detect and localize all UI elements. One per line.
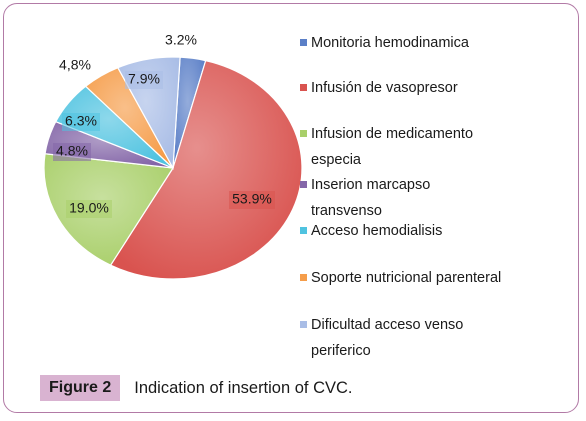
legend-swatch [300, 274, 307, 281]
chart-legend: Monitoria hemodinamica Infusión de vasop… [300, 32, 570, 367]
legend-item-marcapso: Inserion marcapso transvenso [300, 174, 430, 222]
slice-data-label: 4.8% [56, 143, 88, 159]
slice-data-label: 19.0% [69, 200, 109, 216]
legend-label: Infusión de vasopresor [311, 80, 458, 96]
legend-label: Inserion marcapso [311, 177, 431, 193]
legend-label-line2: especia [311, 152, 361, 168]
slice-data-label: 6.3% [65, 113, 97, 129]
legend-swatch [300, 130, 307, 137]
legend-item-vasopresor: Infusión de vasopresor [300, 77, 458, 99]
legend-label-line2: periferico [311, 343, 371, 359]
slice-data-label: 4,8% [59, 57, 91, 73]
legend-label: Soporte nutricional parenteral [311, 270, 502, 286]
legend-item-monitoria: Monitoria hemodinamica [300, 32, 469, 54]
legend-swatch [300, 181, 307, 188]
slice-data-label: 53.9% [232, 191, 272, 207]
legend-swatch [300, 321, 307, 328]
legend-swatch [300, 227, 307, 234]
slice-data-label: 3.2% [165, 32, 197, 48]
slice-data-label: 7.9% [128, 71, 160, 87]
legend-label: Dificultad acceso venso [311, 317, 464, 333]
legend-item-venso: Dificultad acceso venso periferico [300, 314, 463, 362]
slice-label-box [62, 113, 100, 131]
legend-label: Infusion de medicamento [311, 126, 474, 142]
pie-slice [109, 59, 303, 280]
slice-label-box [125, 71, 163, 89]
slice-label-box [66, 200, 112, 218]
legend-label: Monitoria hemodinamica [311, 35, 469, 51]
legend-swatch [300, 39, 307, 46]
slice-label-box [229, 191, 275, 209]
figure-number: Figure 2 [40, 375, 121, 401]
legend-label-line2: transvenso [311, 203, 382, 219]
figure-caption: Figure 2 Indication of insertion of CVC. [40, 375, 353, 401]
legend-item-nutricional: Soporte nutricional parenteral [300, 267, 501, 289]
legend-item-hemodialisis: Acceso hemodialisis [300, 220, 442, 242]
slice-label-box [53, 143, 91, 161]
legend-label: Acceso hemodialisis [311, 223, 443, 239]
figure-title: Indication of insertion of CVC. [134, 378, 353, 397]
legend-item-medicamento: Infusion de medicamento especia [300, 123, 473, 171]
legend-swatch [300, 84, 307, 91]
